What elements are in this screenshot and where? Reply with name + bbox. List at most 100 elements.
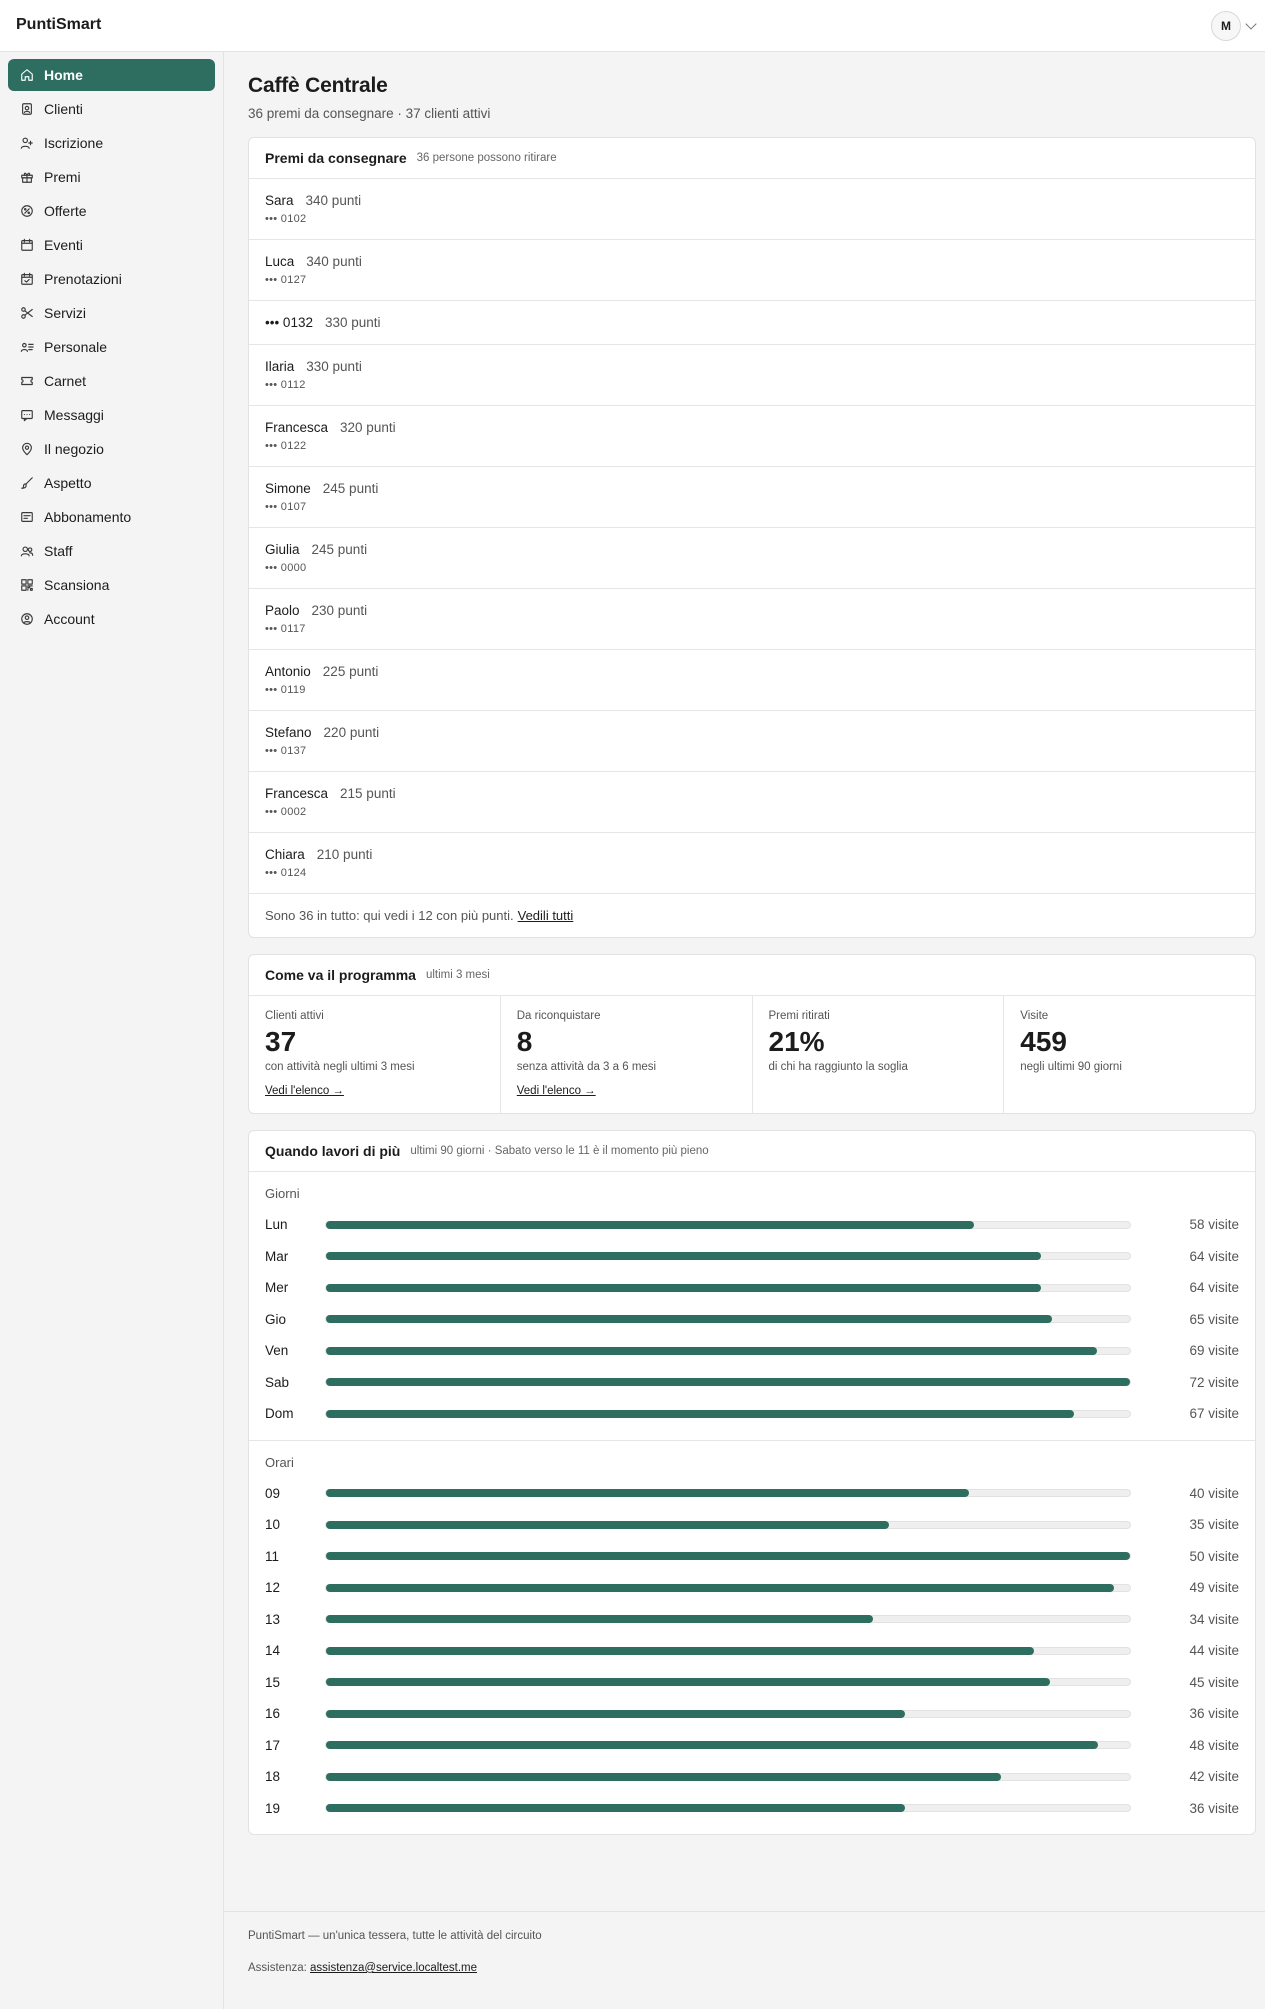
sidebar-item-servizi[interactable]: Servizi (8, 297, 215, 329)
program-card-title: Come va il programma (265, 967, 416, 983)
bar-value-label: 64 visite (1189, 1280, 1239, 1296)
prize-row[interactable]: Sara 340 punti ••• 0102 (249, 179, 1255, 240)
sidebar-item-abbonamento[interactable]: Abbonamento (8, 501, 215, 533)
prize-row[interactable]: Francesca 320 punti ••• 0122 (249, 406, 1255, 467)
bar-track (325, 1804, 1131, 1813)
sidebar-item-scansiona[interactable]: Scansiona (8, 569, 215, 601)
support-email-link[interactable]: assistenza@service.localtest.me (310, 1962, 478, 1974)
calendar-icon (20, 238, 34, 252)
bar-track (325, 1583, 1131, 1592)
top-bar: PuntiSmart M (0, 0, 1265, 52)
sidebar-item-aspetto[interactable]: Aspetto (8, 467, 215, 499)
prize-row[interactable]: Paolo 230 punti ••• 0117 (249, 589, 1255, 650)
bar-value-label: 45 visite (1189, 1674, 1239, 1690)
sidebar-item-eventi[interactable]: Eventi (8, 229, 215, 261)
bar-value-label: 49 visite (1189, 1580, 1239, 1596)
bar-row: Gio 65 visite (265, 1304, 1239, 1336)
customer-name: Ilaria (265, 359, 295, 374)
prize-row[interactable]: Luca 340 punti ••• 0127 (249, 240, 1255, 301)
customer-card-number: ••• 0119 (265, 684, 306, 696)
sidebar-item-label: Home (44, 67, 83, 83)
footer-tagline: PuntiSmart — un'unica tessera, tutte le … (248, 1930, 542, 1942)
sidebar-item-il-negozio[interactable]: Il negozio (8, 433, 215, 465)
sidebar-item-clienti[interactable]: Clienti (8, 93, 215, 125)
bar-row: Ven 69 visite (265, 1335, 1239, 1367)
sidebar-item-messaggi[interactable]: Messaggi (8, 399, 215, 431)
bar-value-label: 36 visite (1189, 1800, 1239, 1816)
bar-category-label: 12 (265, 1580, 281, 1596)
sidebar-item-staff[interactable]: Staff (8, 535, 215, 567)
busy-card: Quando lavori di più ultimi 90 giorni · … (248, 1130, 1256, 1835)
scissors-icon (20, 306, 34, 320)
sidebar-item-label: Servizi (44, 305, 87, 321)
customer-points: 245 punti (311, 542, 368, 557)
sidebar-item-label: Personale (44, 339, 108, 355)
customer-card-number: ••• 0117 (265, 623, 306, 635)
see-all-prizes-link[interactable]: Vedili tutti (517, 908, 574, 923)
brand-logo[interactable]: PuntiSmart (16, 16, 102, 33)
bar-value-label: 58 visite (1189, 1217, 1239, 1233)
sidebar-item-premi[interactable]: Premi (8, 161, 215, 193)
sidebar-item-label: Messaggi (44, 407, 104, 423)
prize-row[interactable]: Giulia 245 punti ••• 0000 (249, 528, 1255, 589)
prize-row[interactable]: Antonio 225 punti ••• 0119 (249, 650, 1255, 711)
sidebar-item-label: Premi (44, 169, 81, 185)
bar-row: 18 42 visite (265, 1761, 1239, 1793)
stat-note: negli ultimi 90 giorni (1020, 1061, 1122, 1073)
bar-row: 15 45 visite (265, 1667, 1239, 1699)
prize-row[interactable]: Ilaria 330 punti ••• 0112 (249, 345, 1255, 406)
sidebar-item-home[interactable]: Home (8, 59, 215, 91)
see-list-link[interactable]: Vedi l'elenco → (516, 1085, 596, 1097)
hours-section-label: Orari (265, 1454, 294, 1470)
customer-card-number: ••• 0127 (265, 274, 307, 286)
prize-row[interactable]: Chiara 210 punti ••• 0124 (249, 833, 1255, 894)
customer-points: 330 punti (324, 315, 381, 330)
bar-value-label: 72 visite (1189, 1374, 1239, 1390)
sidebar-item-iscrizione[interactable]: Iscrizione (8, 127, 215, 159)
bar-row: 14 44 visite (265, 1635, 1239, 1667)
customer-card-number: ••• 0112 (265, 379, 306, 391)
sidebar-item-carnet[interactable]: Carnet (8, 365, 215, 397)
sidebar-item-label: Il negozio (44, 441, 104, 457)
brush-icon (20, 476, 34, 490)
bar-category-label: Lun (265, 1217, 288, 1233)
bar-category-label: Gio (265, 1311, 287, 1327)
program-card: Come va il programma ultimi 3 mesi Clien… (248, 954, 1256, 1114)
customer-name: ••• 0132 (265, 315, 313, 330)
stat-value: 21% (768, 1026, 825, 1057)
footer-support: Assistenza: assistenza@service.localtest… (248, 1962, 1241, 1974)
customer-card-number: ••• 0122 (265, 440, 307, 452)
stat-label: Premi ritirati (768, 1010, 830, 1022)
stat-note: con attività negli ultimi 3 mesi (265, 1061, 415, 1073)
prize-row[interactable]: Stefano 220 punti ••• 0137 (249, 711, 1255, 772)
prize-row[interactable]: ••• 0132 330 punti (249, 301, 1255, 345)
sidebar-item-account[interactable]: Account (8, 603, 215, 635)
see-list-link[interactable]: Vedi l'elenco → (265, 1085, 344, 1097)
bar-value-label: 40 visite (1189, 1485, 1239, 1501)
sidebar-item-label: Clienti (44, 101, 83, 117)
bar-track (325, 1646, 1131, 1655)
prize-row[interactable]: Simone 245 punti ••• 0107 (249, 467, 1255, 528)
customer-name: Paolo (265, 603, 300, 618)
sidebar-item-label: Iscrizione (44, 135, 104, 151)
prize-row[interactable]: Francesca 215 punti ••• 0002 (249, 772, 1255, 833)
bar (326, 1646, 1034, 1655)
bar (326, 1615, 873, 1624)
page-footer: PuntiSmart — un'unica tessera, tutte le … (224, 1911, 1265, 1992)
home-icon (20, 68, 34, 82)
sidebar-item-prenotazioni[interactable]: Prenotazioni (8, 263, 215, 295)
bar-value-label: 35 visite (1189, 1517, 1239, 1533)
bar (326, 1315, 1052, 1324)
bar (326, 1741, 1098, 1750)
sidebar-item-label: Aspetto (44, 475, 92, 491)
prize-row-main: Antonio 225 punti (265, 664, 1239, 679)
bar (326, 1804, 905, 1813)
customer-name: Francesca (265, 420, 329, 435)
user-menu[interactable]: M (1211, 11, 1257, 41)
sidebar-item-offerte[interactable]: Offerte (8, 195, 215, 227)
avatar[interactable]: M (1211, 11, 1241, 41)
days-section-label: Giorni (265, 1186, 300, 1201)
bar (326, 1583, 1114, 1592)
customer-card-number: ••• 0124 (265, 867, 307, 879)
sidebar-item-personale[interactable]: Personale (8, 331, 215, 363)
